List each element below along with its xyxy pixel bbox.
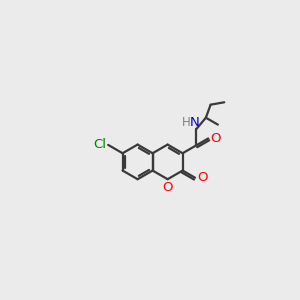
Text: O: O xyxy=(162,181,173,194)
Text: O: O xyxy=(210,132,220,145)
Text: H: H xyxy=(182,116,191,129)
Text: N: N xyxy=(190,116,200,129)
Text: O: O xyxy=(197,171,207,184)
Text: Cl: Cl xyxy=(93,138,106,152)
